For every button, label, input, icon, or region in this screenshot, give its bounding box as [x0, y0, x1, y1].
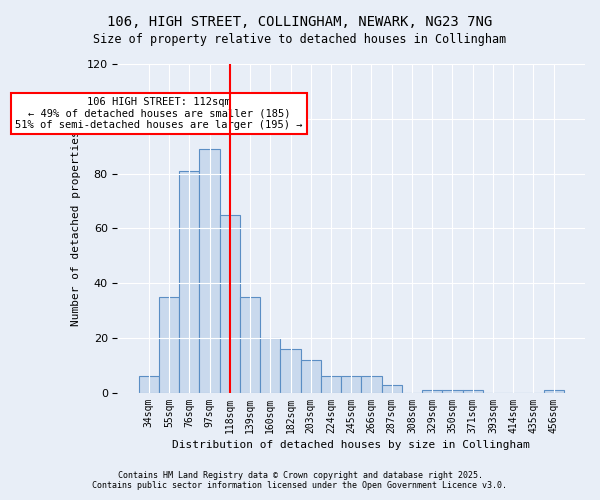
Text: 106 HIGH STREET: 112sqm
← 49% of detached houses are smaller (185)
51% of semi-d: 106 HIGH STREET: 112sqm ← 49% of detache…	[15, 97, 303, 130]
Bar	[179, 171, 199, 393]
Bar	[442, 390, 463, 393]
Bar	[260, 338, 280, 393]
Bar	[321, 376, 341, 393]
Text: Contains HM Land Registry data © Crown copyright and database right 2025.
Contai: Contains HM Land Registry data © Crown c…	[92, 470, 508, 490]
Bar	[199, 149, 220, 393]
Bar	[159, 297, 179, 393]
X-axis label: Distribution of detached houses by size in Collingham: Distribution of detached houses by size …	[172, 440, 530, 450]
Bar	[240, 297, 260, 393]
Bar	[544, 390, 564, 393]
Bar	[280, 349, 301, 393]
Bar	[341, 376, 361, 393]
Bar	[139, 376, 159, 393]
Text: 106, HIGH STREET, COLLINGHAM, NEWARK, NG23 7NG: 106, HIGH STREET, COLLINGHAM, NEWARK, NG…	[107, 15, 493, 29]
Text: Size of property relative to detached houses in Collingham: Size of property relative to detached ho…	[94, 32, 506, 46]
Bar	[422, 390, 442, 393]
Bar	[220, 215, 240, 393]
Y-axis label: Number of detached properties: Number of detached properties	[71, 130, 81, 326]
Bar	[301, 360, 321, 393]
Bar	[463, 390, 483, 393]
Bar	[361, 376, 382, 393]
Bar	[382, 384, 402, 393]
